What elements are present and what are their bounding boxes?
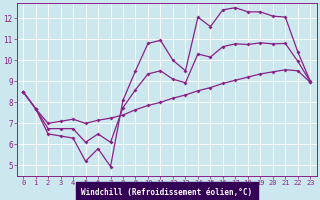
X-axis label: Windchill (Refroidissement éolien,°C): Windchill (Refroidissement éolien,°C) bbox=[81, 188, 252, 197]
